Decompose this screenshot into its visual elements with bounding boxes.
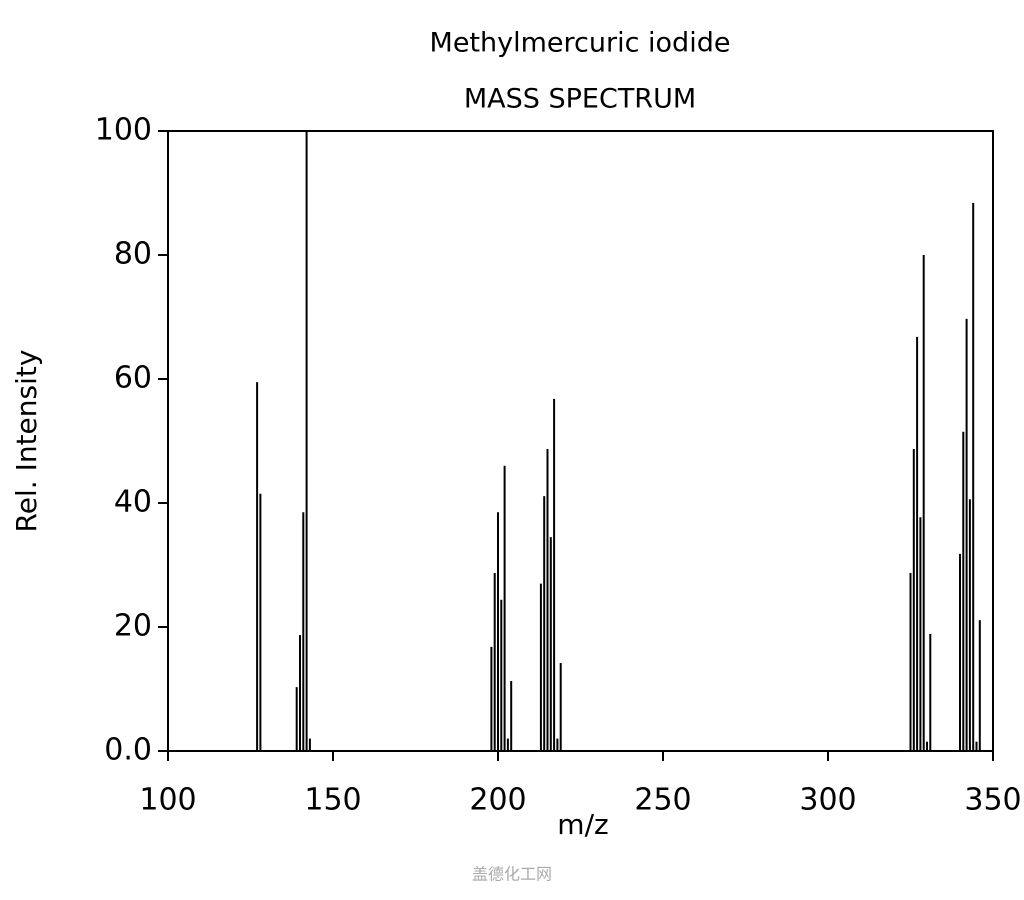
y-tick-label: 100 <box>95 113 152 148</box>
y-axis-label: Rel. Intensity <box>10 350 43 533</box>
y-tick-label: 80 <box>114 237 152 272</box>
x-axis-label: m/z <box>557 808 608 841</box>
x-tick-label: 250 <box>634 783 691 818</box>
chart-title: Methylmercuric iodide <box>430 28 731 59</box>
x-tick-label: 100 <box>139 783 196 818</box>
plot-frame <box>167 130 994 752</box>
y-tick-label: 0.0 <box>104 733 152 768</box>
y-tick-label: 20 <box>114 609 152 644</box>
y-tick-label: 60 <box>114 361 152 396</box>
x-tick-label: 150 <box>304 783 361 818</box>
chart-subtitle: MASS SPECTRUM <box>464 84 696 115</box>
x-tick-label: 350 <box>964 783 1021 818</box>
x-tick-label: 300 <box>799 783 856 818</box>
y-tick-label: 40 <box>114 485 152 520</box>
x-tick-label: 200 <box>469 783 526 818</box>
watermark: 盖德化工网 <box>472 865 552 884</box>
